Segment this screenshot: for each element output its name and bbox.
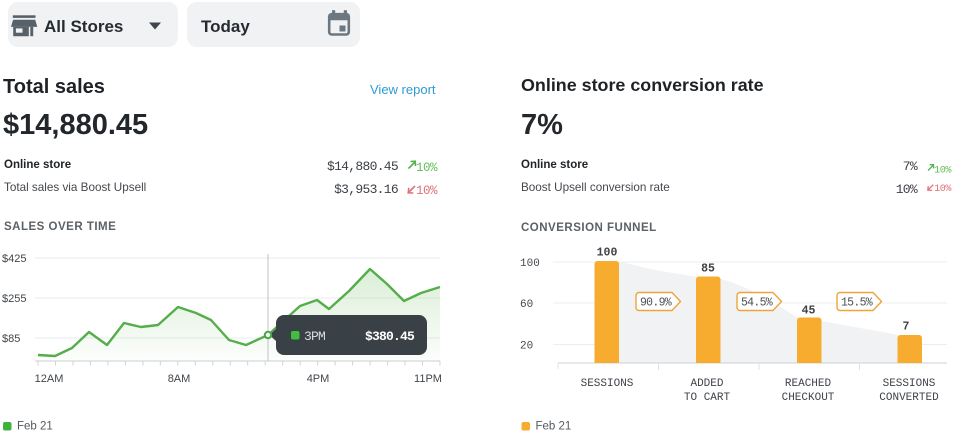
svg-text:SESSIONS: SESSIONS — [581, 378, 634, 390]
svg-text:TO CART: TO CART — [684, 392, 731, 404]
svg-text:CHECKOUT: CHECKOUT — [782, 392, 835, 404]
svg-text:CONVERTED: CONVERTED — [879, 392, 939, 404]
svg-text:10%: 10% — [934, 184, 952, 195]
svg-text:100: 100 — [597, 247, 618, 260]
svg-text:10%: 10% — [416, 184, 438, 198]
svg-text:10%: 10% — [934, 166, 952, 177]
svg-text:Feb 21: Feb 21 — [17, 421, 53, 431]
svg-text:11PM: 11PM — [414, 373, 442, 385]
svg-text:12AM: 12AM — [35, 373, 64, 385]
svg-text:$380.45: $380.45 — [365, 329, 415, 344]
svg-text:Feb 21: Feb 21 — [536, 421, 572, 431]
svg-text:85: 85 — [701, 263, 715, 276]
svg-text:ADDED: ADDED — [690, 378, 723, 390]
svg-text:54.5%: 54.5% — [741, 297, 773, 310]
svg-text:90.9%: 90.9% — [640, 297, 672, 310]
svg-text:4PM: 4PM — [307, 373, 330, 385]
svg-text:$255: $255 — [2, 293, 26, 305]
svg-text:3PM: 3PM — [304, 329, 325, 344]
svg-text:45: 45 — [802, 305, 816, 318]
svg-text:REACHED: REACHED — [785, 378, 832, 390]
svg-text:20: 20 — [520, 341, 533, 353]
svg-text:$425: $425 — [2, 253, 26, 265]
svg-text:$85: $85 — [2, 333, 20, 345]
svg-text:10%: 10% — [416, 161, 438, 175]
svg-text:100: 100 — [520, 258, 540, 270]
svg-text:SESSIONS: SESSIONS — [883, 378, 936, 390]
svg-text:60: 60 — [520, 299, 533, 311]
svg-text:8AM: 8AM — [168, 373, 191, 385]
svg-text:7: 7 — [903, 321, 910, 334]
svg-text:15.5%: 15.5% — [841, 297, 873, 310]
